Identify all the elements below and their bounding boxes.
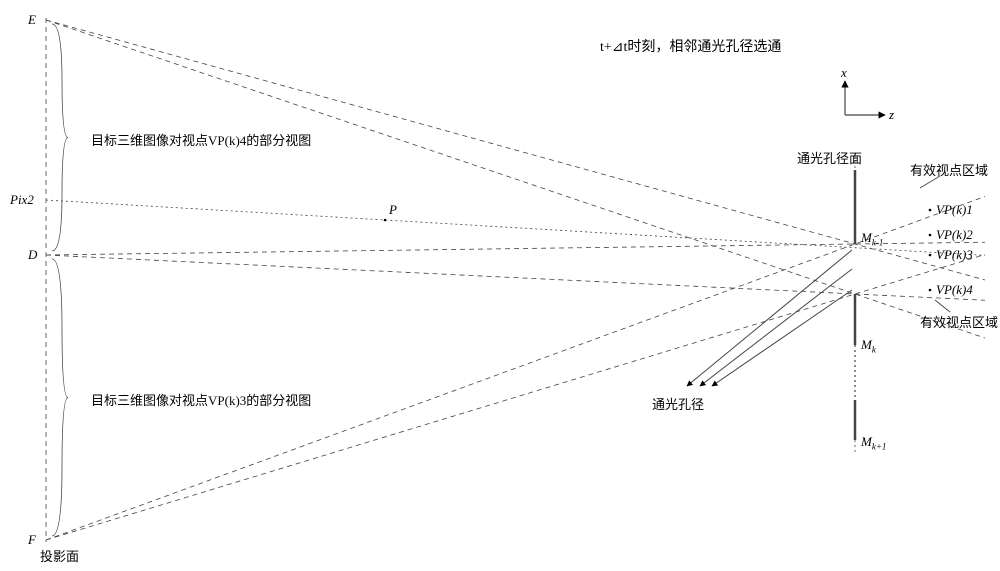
VP1: VP(k)1 bbox=[936, 202, 973, 218]
VP2: VP(k)2 bbox=[936, 227, 973, 243]
point-E: E bbox=[28, 12, 36, 28]
upper-view-label: 目标三维图像对视点VP(k)4的部分视图 bbox=[91, 130, 311, 149]
point-F: F bbox=[28, 532, 36, 548]
projection-plane-label: 投影面 bbox=[40, 546, 79, 565]
aperture-plane-label: 通光孔径面 bbox=[797, 148, 862, 167]
lower-view-label: 目标三维图像对视点VP(k)3的部分视图 bbox=[91, 390, 311, 409]
M-k-1: Mk-1 bbox=[861, 230, 883, 248]
title: t+⊿t时刻，相邻通光孔径选通 bbox=[600, 36, 781, 56]
point-P: P bbox=[389, 202, 397, 218]
axis-z: z bbox=[889, 107, 894, 123]
point-D: D bbox=[28, 247, 37, 263]
M-k: Mk bbox=[861, 337, 876, 355]
VP3: VP(k)3 bbox=[936, 247, 973, 263]
axis-x: x bbox=[841, 65, 847, 81]
valid-region-lower: 有效视点区域 bbox=[920, 312, 998, 331]
M-k+1: Mk+1 bbox=[861, 434, 886, 452]
valid-region-upper: 有效视点区域 bbox=[910, 160, 988, 179]
aperture-label: 通光孔径 bbox=[652, 394, 704, 413]
point-Pix2: Pix2 bbox=[10, 192, 34, 208]
VP4: VP(k)4 bbox=[936, 282, 973, 298]
